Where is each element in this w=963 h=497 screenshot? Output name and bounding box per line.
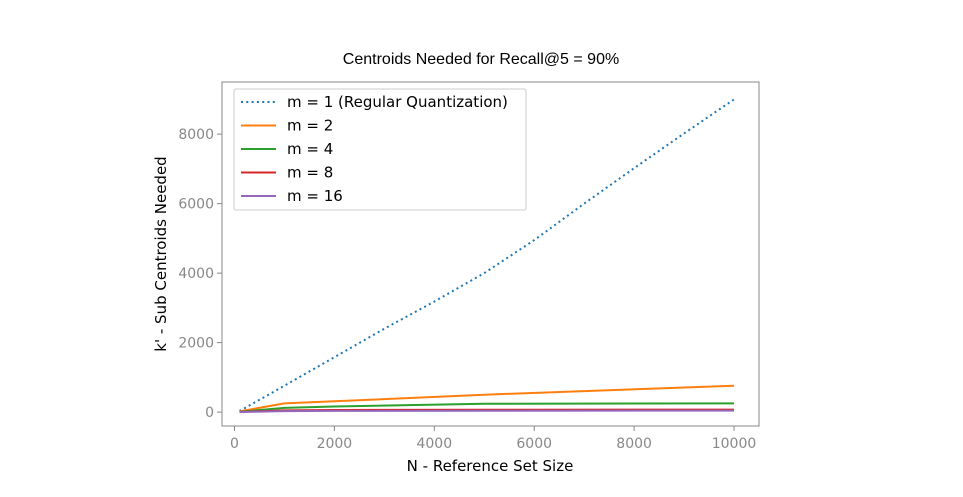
legend-label-4: m = 8 — [287, 164, 333, 182]
legend-label-2: m = 2 — [287, 117, 333, 135]
legend-label-1: m = 1 (Regular Quantization) — [287, 93, 508, 111]
legend: m = 1 (Regular Quantization) m = 2 m = 4 m … — [233, 88, 527, 211]
x-tick-label: 2000 — [317, 436, 353, 452]
y-tick-label: 8000 — [178, 127, 214, 143]
x-tick-label: 6000 — [516, 436, 552, 452]
x-axis: 0 2000 4000 6000 8000 10000 — [230, 426, 756, 452]
y-tick-label: 2000 — [178, 336, 214, 352]
y-axis-label: k' - Sub Centroids Needed — [152, 156, 170, 351]
x-tick-label: 10000 — [712, 436, 757, 452]
series-line-2 — [239, 384, 735, 413]
x-tick-label: 0 — [230, 436, 239, 452]
x-tick-label: 4000 — [416, 436, 452, 452]
y-axis: 0 2000 4000 6000 8000 — [178, 127, 222, 421]
legend-label-5: m = 16 — [287, 187, 343, 205]
series-line-3 — [239, 402, 735, 413]
x-tick-label: 8000 — [616, 436, 652, 452]
series-layer — [239, 98, 735, 413]
chart-title: Centroids Needed for Recall@5 = 90% — [343, 51, 619, 68]
y-tick-label: 4000 — [178, 266, 214, 282]
series-line-5 — [239, 409, 735, 413]
legend-frame — [233, 88, 527, 211]
y-tick-label: 6000 — [178, 197, 214, 213]
legend-label-3: m = 4 — [287, 140, 333, 158]
x-axis-label: N - Reference Set Size — [407, 457, 574, 475]
series-line-1 — [239, 98, 735, 412]
y-tick-label: 0 — [205, 405, 214, 421]
